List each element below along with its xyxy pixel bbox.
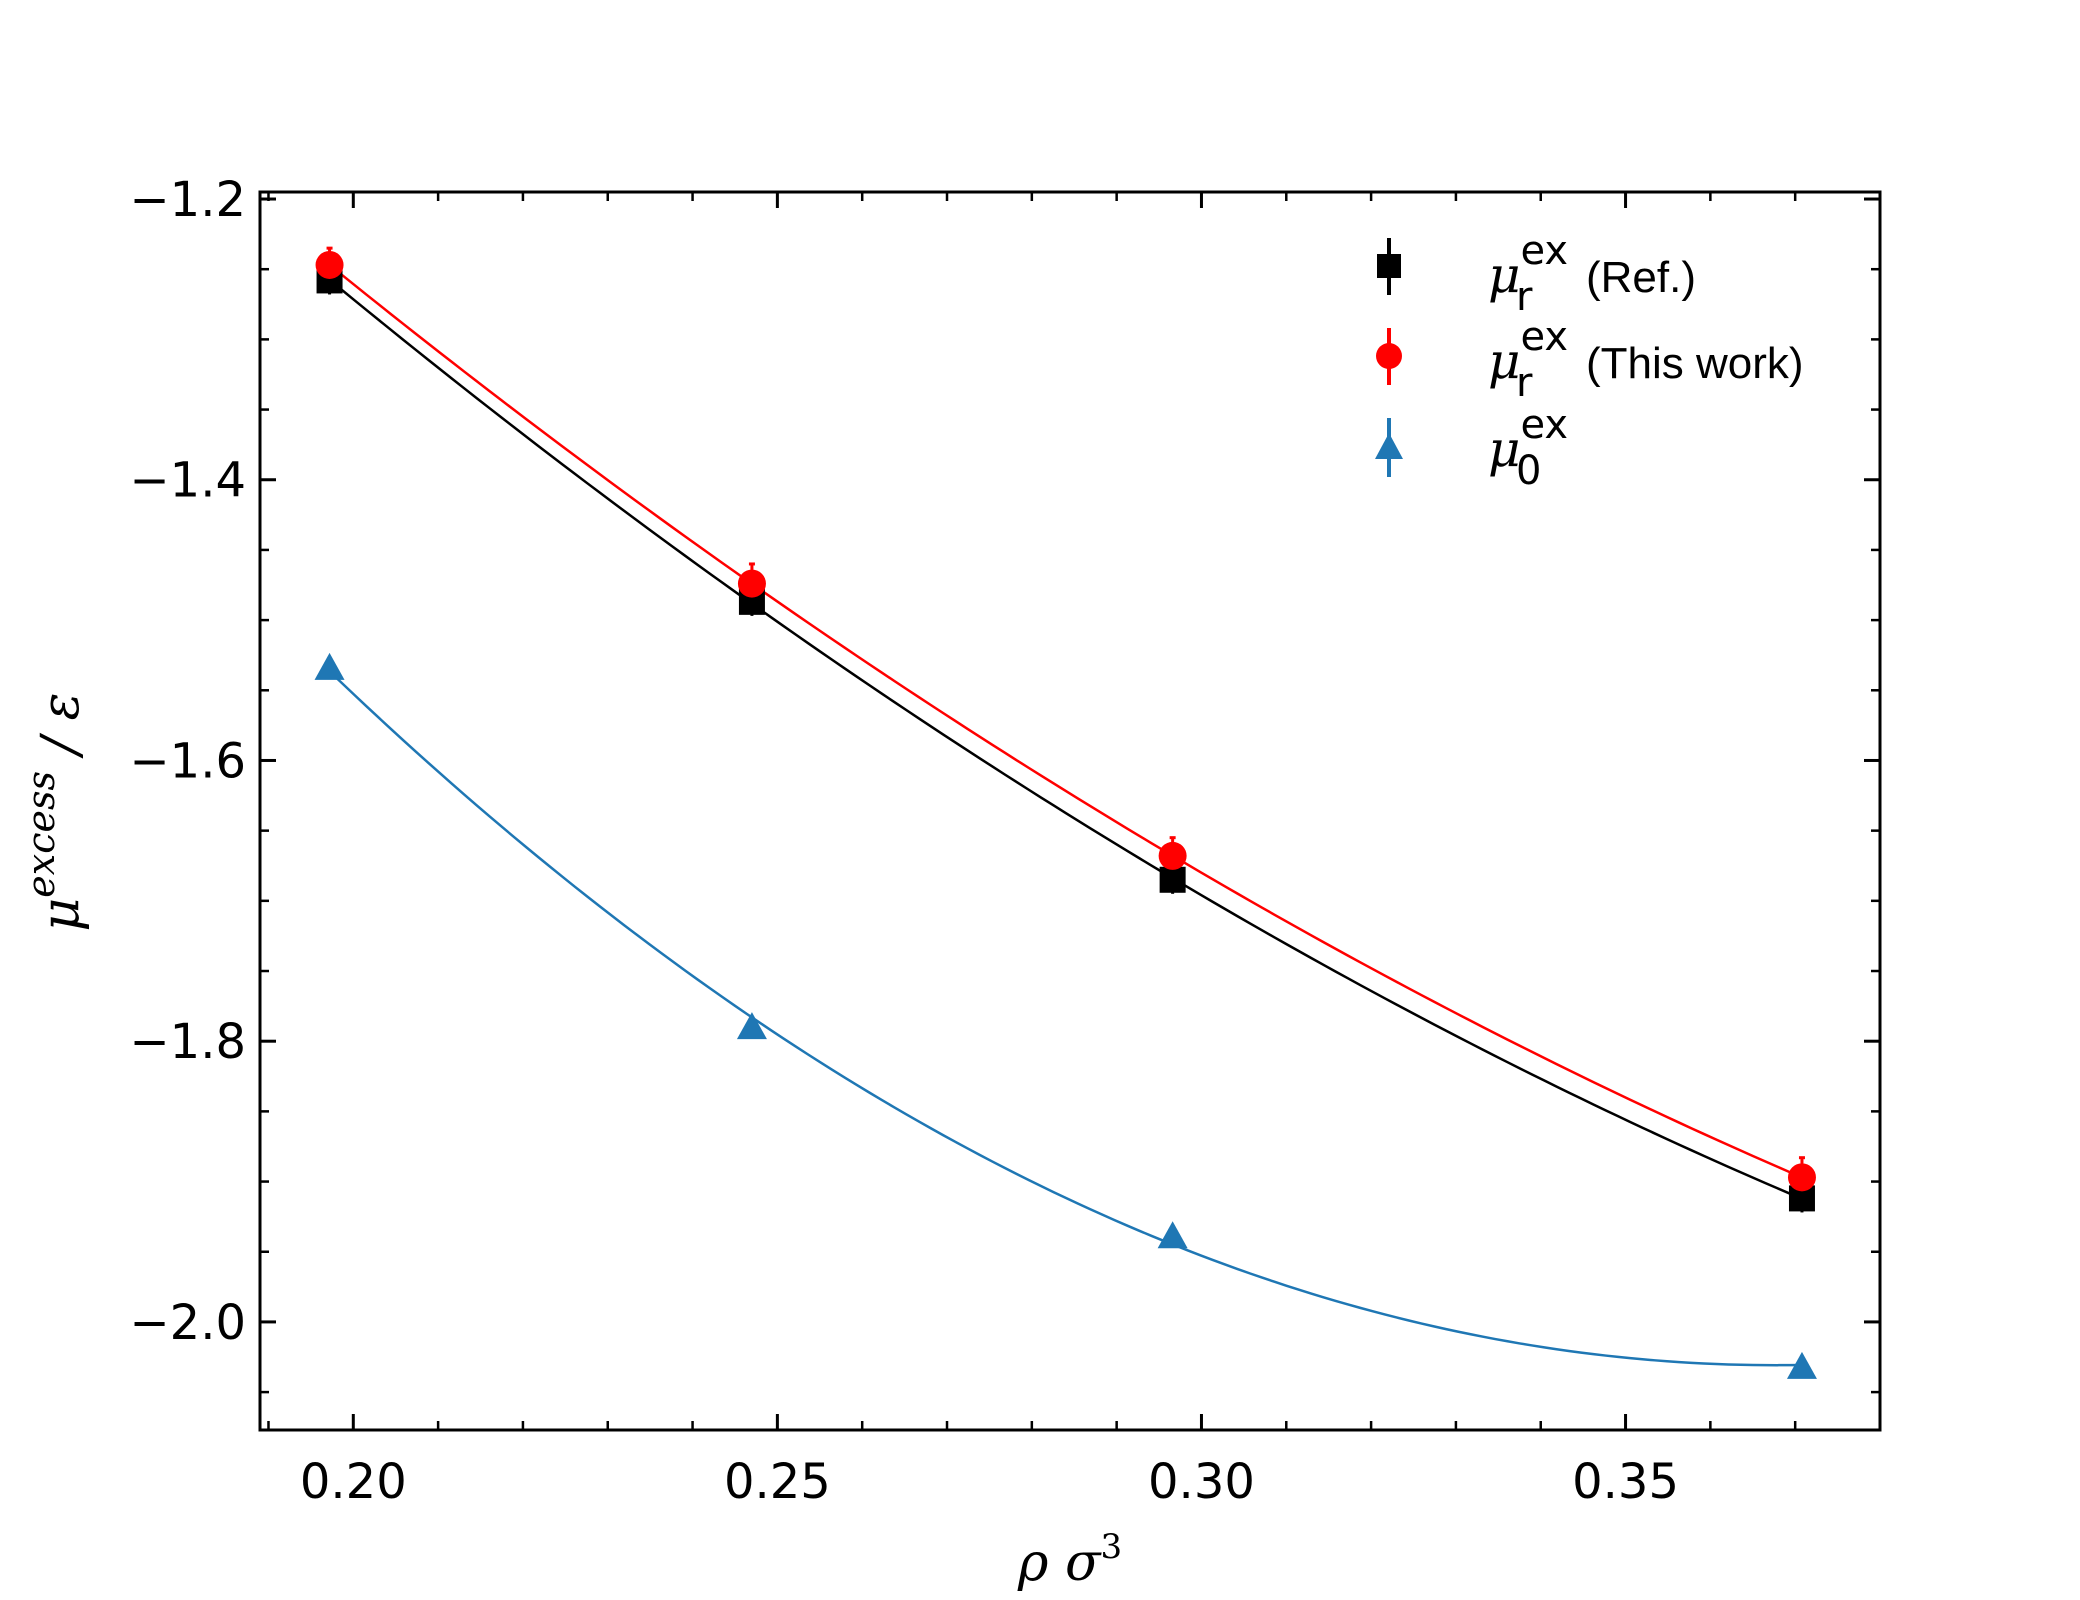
legend-this-work-sub: r [1516,360,1533,406]
fit-curve-this-work [328,263,1803,1179]
y-tick-label: −1.4 [129,453,246,509]
x-axis-title-sup: 3 [1100,1527,1122,1567]
legend-ref-sub: r [1516,274,1533,320]
x-tick-label: 0.35 [1572,1454,1679,1510]
x-tick-label: 0.25 [724,1454,831,1510]
plot-frame [258,190,1882,1432]
legend-mu0-sub: 0 [1516,448,1541,494]
legend-ref-main: μ [1488,246,1521,304]
y-axis-title-tail: / ε [31,693,91,771]
legend-ref-note: (Ref.) [1586,253,1696,302]
legend-entry-this-work: μex r (This work) [1376,314,1804,406]
legend-ref-marker [1377,254,1401,278]
legend-mu0-label: μex 0 [1488,402,1568,494]
marker-mu0 [1157,1221,1188,1249]
y-tick-label: −1.8 [129,1014,246,1070]
legend-ref-label: μex r (Ref.) [1488,228,1696,320]
marker-this-work [315,250,344,279]
legend-this-work-note: (This work) [1586,339,1804,388]
y-tick-label: −1.6 [129,733,246,789]
y-axis-title: μexcess / ε [19,693,91,932]
marker-mu0 [736,1012,767,1040]
legend-this-work-label: μex r (This work) [1488,314,1804,406]
data-markers [314,250,1817,1379]
legend-mu0-marker [1375,433,1403,459]
marker-this-work [1787,1163,1816,1192]
legend-ref-sup: ex [1521,228,1569,274]
marker-this-work [1158,841,1187,870]
x-tick-labels: 0.20 0.25 0.30 0.35 [300,1454,1679,1510]
fit-curves [328,263,1803,1367]
legend-mu0-sup: ex [1521,402,1569,448]
marker-ref [1159,866,1186,893]
marker-mu0 [1786,1351,1817,1379]
y-tick-labels: −1.2 −1.4 −1.6 −1.8 −2.0 [129,172,246,1351]
legend-entry-ref: μex r (Ref.) [1377,228,1696,320]
y-tick-label: −2.0 [129,1295,246,1351]
y-tick-label: −1.2 [129,172,246,228]
fit-curve-mu0 [328,670,1802,1367]
legend-entry-mu0: μex 0 [1375,402,1568,494]
x-axis-title-main: ρ σ [1017,1533,1102,1593]
x-tick-label: 0.20 [300,1454,407,1510]
marker-mu0 [314,652,345,680]
legend-this-work-main: μ [1488,332,1521,390]
legend-this-work-sup: ex [1521,314,1569,360]
x-tick-label: 0.30 [1148,1454,1255,1510]
fit-curve-ref [328,278,1803,1200]
y-axis-title-main: μ [31,898,91,932]
x-axis-title: ρ σ3 [1017,1527,1122,1593]
axis-ticks [260,192,1882,1430]
y-axis-title-sup: excess [19,771,63,898]
legend: μex r (Ref.) μex r (This work) μex 0 [1375,228,1804,494]
legend-this-work-marker [1376,343,1402,369]
marker-this-work [737,569,766,598]
legend-mu0-main: μ [1488,420,1521,478]
